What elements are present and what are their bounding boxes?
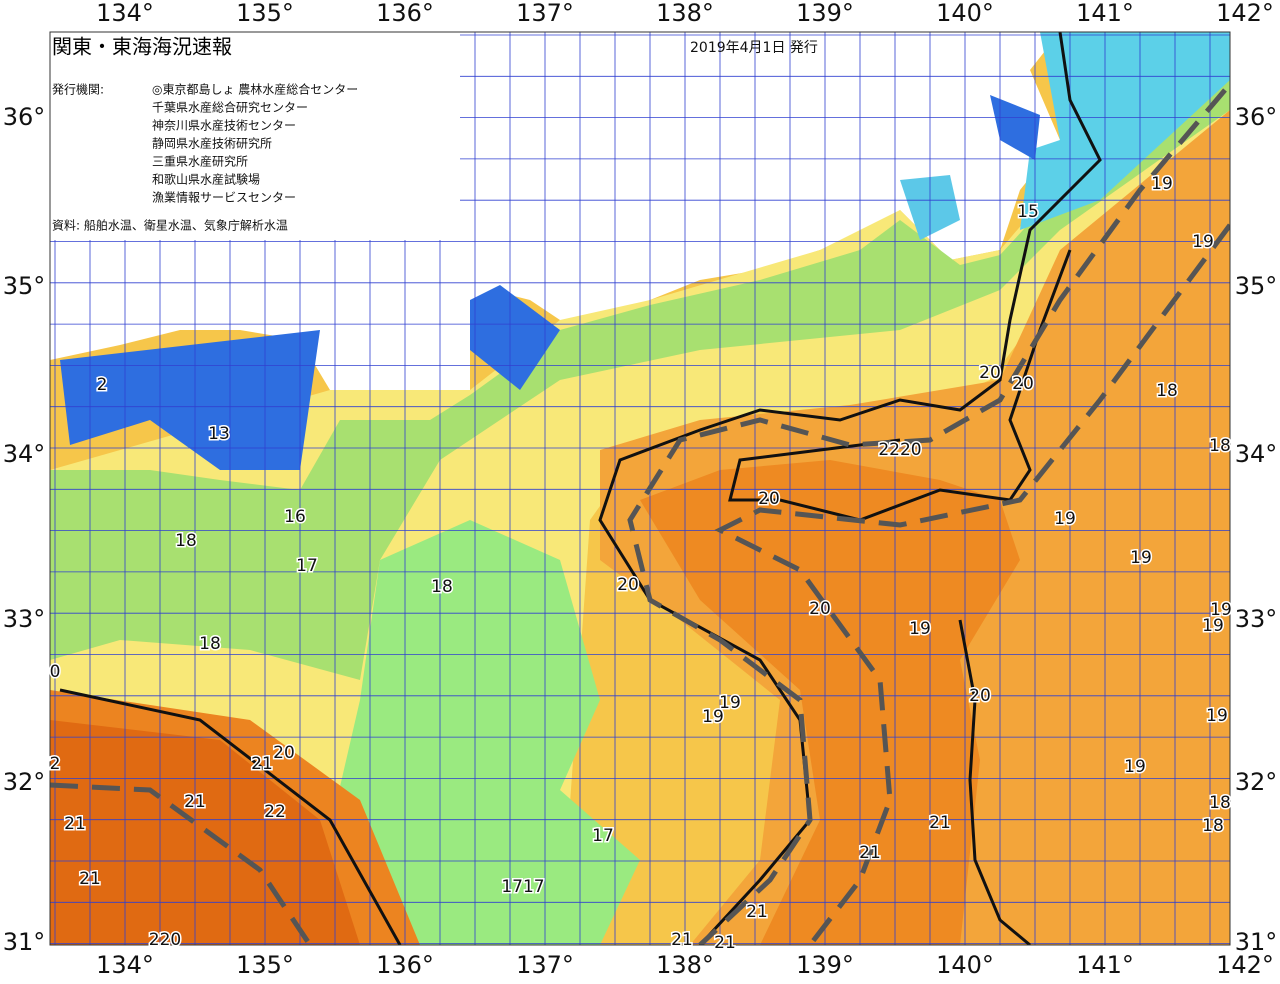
contour-label: 2 <box>97 375 108 395</box>
contour-label: 20 <box>617 575 639 595</box>
contour-label: 20 <box>758 489 780 509</box>
longitude-label: 134° <box>96 951 154 979</box>
contour-label: 21 <box>746 902 768 922</box>
contour-label: 15 <box>1017 202 1039 222</box>
longitude-label: 135° <box>236 0 294 27</box>
contour-label: 21 <box>79 869 101 889</box>
contour-label: 19 <box>1124 757 1146 777</box>
contour-label: 2220 <box>878 440 921 460</box>
issue-date: 2019年4月1日 発行 <box>690 40 818 56</box>
contour-label: 13 <box>208 424 230 444</box>
agency: 漁業情報サービスセンター <box>152 191 296 205</box>
latitude-label: 36° <box>1235 103 1278 131</box>
source: 資料: 船舶水温、衛星水温、気象庁解析水温 <box>52 218 288 233</box>
longitude-label: 136° <box>376 951 434 979</box>
latitude-label: 36° <box>3 103 46 131</box>
contour-label: 21 <box>184 792 206 812</box>
latitude-label: 34° <box>3 440 46 468</box>
latitude-label: 33° <box>1235 605 1278 633</box>
title: 関東・東海海況速報 <box>52 35 232 59</box>
longitude-label: 140° <box>936 951 994 979</box>
contour-label: 21 <box>859 843 881 863</box>
longitude-label: 142° <box>1216 0 1274 27</box>
contour-label: 19 <box>1054 509 1076 529</box>
contour-label: 20 <box>809 599 831 619</box>
map-frame <box>49 31 1231 946</box>
contour-label: 18 <box>1209 793 1231 813</box>
contour-label: 17 <box>592 826 614 846</box>
contour-label: 220 <box>149 930 181 950</box>
contour-label: 20 <box>969 686 991 706</box>
agency: 三重県水産研究所 <box>152 154 248 169</box>
contour-label: 0 <box>50 662 61 682</box>
agency: 和歌山県水産試験場 <box>152 172 260 187</box>
contour-label: 18 <box>1202 816 1224 836</box>
longitude-label: 136° <box>376 0 434 27</box>
latitude-label: 34° <box>1235 440 1278 468</box>
longitude-label: 138° <box>656 0 714 27</box>
contour-label: 2 <box>50 754 61 774</box>
contour-label: 1717 <box>501 877 544 897</box>
latitude-label: 32° <box>1235 768 1278 796</box>
latitude-label: 33° <box>3 605 46 633</box>
agency: 神奈川県水産技術センター <box>152 118 296 133</box>
contour-label: 18 <box>175 531 197 551</box>
contour-label: 20 <box>979 363 1001 383</box>
longitude-label: 139° <box>796 0 854 27</box>
longitude-label: 137° <box>516 0 574 27</box>
contour-label: 19 <box>1206 706 1228 726</box>
contour-label: 21 <box>671 930 693 950</box>
contour-label: 19 <box>1210 600 1232 620</box>
latitude-label: 35° <box>1235 272 1278 300</box>
agency: 静岡県水産技術研究所 <box>152 136 272 151</box>
contour-label: 19 <box>909 619 931 639</box>
contour-label: 16 <box>284 507 306 527</box>
latitude-label: 31° <box>3 928 46 956</box>
latitude-label: 32° <box>3 768 46 796</box>
contour-label: 21 <box>64 814 86 834</box>
contour-label: 21 <box>929 813 951 833</box>
contour-label: 18 <box>1209 436 1231 456</box>
contour-label: 17 <box>296 556 318 576</box>
longitude-label: 139° <box>796 951 854 979</box>
contour-label: 19 <box>702 707 724 727</box>
contour-label: 19 <box>1202 616 1224 636</box>
longitude-label: 142° <box>1216 951 1274 979</box>
sea-surface <box>50 32 1230 945</box>
contour-label: 21 <box>251 754 273 774</box>
graticule <box>50 32 1230 945</box>
longitude-label: 141° <box>1076 0 1134 27</box>
agencies-label: 発行機関: <box>52 82 104 97</box>
contour-label: 18 <box>431 577 453 597</box>
longitude-label: 137° <box>516 951 574 979</box>
contour-label: 19 <box>1130 548 1152 568</box>
longitude-label: 134° <box>96 0 154 27</box>
contour-label: 19 <box>719 693 741 713</box>
contour-label: 19 <box>1192 232 1214 252</box>
longitude-label: 138° <box>656 951 714 979</box>
longitude-label: 141° <box>1076 951 1134 979</box>
latitude-label: 35° <box>3 272 46 300</box>
latitude-label: 31° <box>1235 928 1278 956</box>
contour-label: 18 <box>199 634 221 654</box>
contour-label: 19 <box>1151 174 1173 194</box>
contour-label: 21 <box>714 933 736 953</box>
agency: 千葉県水産総合研究センター <box>152 100 308 115</box>
longitude-label: 140° <box>936 0 994 27</box>
agency: ◎東京都島しょ 農林水産総合センター <box>152 82 358 97</box>
contour-label: 20 <box>273 743 295 763</box>
contour-label: 22 <box>264 802 286 822</box>
contour-label: 20 <box>1012 374 1034 394</box>
contour-label: 18 <box>1156 381 1178 401</box>
longitude-label: 135° <box>236 951 294 979</box>
